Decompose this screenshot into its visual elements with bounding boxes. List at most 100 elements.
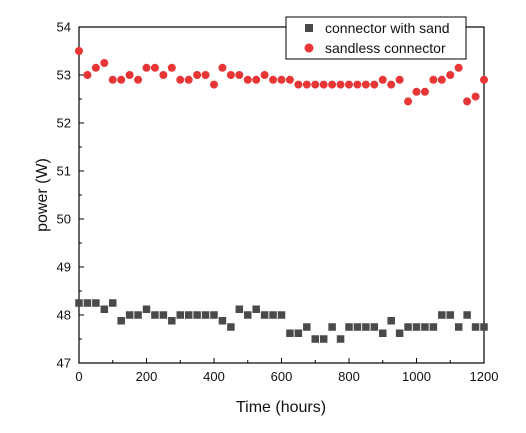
point-sandless-connector [176, 75, 185, 84]
point-connector-with-sand [303, 323, 311, 331]
point-sandless-connector [378, 75, 387, 84]
point-sandless-connector [353, 80, 362, 89]
point-connector-with-sand [210, 311, 218, 319]
point-sandless-connector [125, 71, 134, 79]
y-tick-label: 51 [57, 164, 71, 179]
point-connector-with-sand [421, 323, 429, 331]
y-tick-label: 54 [57, 20, 71, 35]
x-tick-label: 1000 [402, 369, 431, 384]
point-sandless-connector [184, 75, 193, 84]
point-connector-with-sand [201, 311, 210, 319]
x-tick-label: 1200 [470, 369, 499, 384]
x-tick-label: 400 [203, 369, 225, 384]
point-connector-with-sand [168, 317, 176, 325]
point-sandless-connector [345, 80, 353, 89]
point-sandless-connector [463, 97, 472, 106]
point-connector-with-sand [193, 311, 201, 319]
point-connector-with-sand [109, 299, 117, 307]
point-sandless-connector [142, 63, 151, 72]
point-connector-with-sand [480, 323, 488, 331]
point-connector-with-sand [277, 311, 286, 319]
point-connector-with-sand [227, 323, 235, 331]
point-connector-with-sand [218, 317, 227, 325]
point-connector-with-sand [269, 311, 277, 319]
point-connector-with-sand [429, 323, 438, 331]
point-connector-with-sand [75, 299, 83, 307]
point-connector-with-sand [125, 311, 134, 319]
point-sandless-connector [361, 80, 370, 89]
point-sandless-connector [243, 75, 252, 84]
point-connector-with-sand [454, 323, 463, 331]
point-sandless-connector [395, 75, 404, 84]
point-sandless-connector [218, 63, 227, 72]
point-sandless-connector [294, 80, 303, 89]
point-sandless-connector [437, 75, 446, 84]
legend: connector with sand sandless connector [285, 16, 467, 60]
legend-label-sandless-connector: sandless connector [325, 40, 446, 56]
point-connector-with-sand [311, 335, 319, 343]
y-axis-label: power (W) [34, 158, 51, 232]
point-connector-with-sand [353, 323, 362, 331]
point-connector-with-sand [395, 329, 404, 337]
point-sandless-connector [100, 59, 109, 67]
y-tick-label: 49 [57, 260, 71, 275]
point-connector-with-sand [286, 329, 294, 337]
point-sandless-connector [91, 63, 100, 72]
point-sandless-connector [328, 80, 337, 89]
point-connector-with-sand [235, 305, 244, 313]
point-sandless-connector [235, 71, 244, 79]
point-connector-with-sand [117, 317, 125, 325]
point-connector-with-sand [387, 317, 395, 325]
point-sandless-connector [134, 75, 143, 84]
point-sandless-connector [446, 71, 455, 79]
point-sandless-connector [387, 80, 396, 89]
point-sandless-connector [83, 71, 92, 79]
point-connector-with-sand [370, 323, 379, 331]
point-connector-with-sand [151, 311, 159, 319]
point-sandless-connector [201, 71, 210, 79]
y-tick-label: 48 [57, 308, 71, 323]
y-tick-label: 47 [57, 356, 71, 371]
point-sandless-connector [150, 63, 159, 72]
point-connector-with-sand [244, 311, 252, 319]
y-tick-label: 52 [57, 116, 71, 131]
point-connector-with-sand [100, 305, 109, 313]
y-axis: 47 48 49 50 51 52 53 54 [57, 20, 84, 371]
point-sandless-connector [412, 87, 421, 96]
point-sandless-connector [277, 75, 286, 84]
point-sandless-connector [108, 75, 117, 84]
point-connector-with-sand [142, 305, 151, 313]
point-connector-with-sand [83, 299, 92, 307]
point-connector-with-sand [404, 323, 412, 331]
point-connector-with-sand [134, 311, 142, 319]
point-sandless-connector [471, 92, 480, 101]
x-tick-label: 0 [75, 369, 82, 384]
point-sandless-connector [117, 75, 126, 84]
data-points [75, 47, 488, 343]
legend-box [285, 16, 467, 60]
y-tick-label: 50 [57, 212, 71, 227]
point-connector-with-sand [463, 311, 471, 319]
legend-label-connector-with-sand: connector with sand [325, 20, 450, 36]
x-axis: 0 200 400 600 800 1000 1200 [75, 358, 498, 384]
point-sandless-connector [319, 80, 328, 89]
point-sandless-connector [193, 71, 202, 79]
point-connector-with-sand [92, 299, 100, 307]
point-sandless-connector [252, 75, 261, 84]
point-connector-with-sand [294, 329, 303, 337]
point-sandless-connector [336, 80, 345, 89]
point-sandless-connector [75, 47, 83, 55]
point-sandless-connector [269, 75, 278, 84]
point-connector-with-sand [159, 311, 168, 319]
legend-marker-sandless-connector [304, 43, 314, 53]
point-connector-with-sand [184, 311, 193, 319]
point-connector-with-sand [379, 329, 387, 337]
point-sandless-connector [311, 80, 320, 89]
legend-marker-connector-with-sand [305, 24, 313, 32]
point-sandless-connector [480, 75, 488, 84]
point-connector-with-sand [446, 311, 454, 319]
point-sandless-connector [454, 63, 463, 72]
point-sandless-connector [370, 80, 379, 89]
point-sandless-connector [159, 71, 168, 79]
